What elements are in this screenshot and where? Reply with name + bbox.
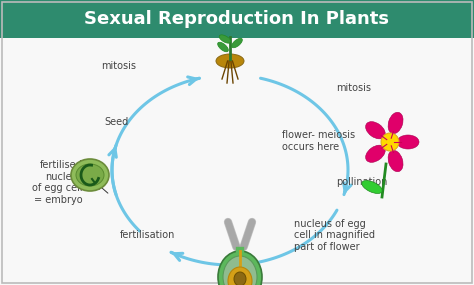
Ellipse shape — [218, 251, 262, 285]
Ellipse shape — [365, 122, 385, 139]
Text: Seed: Seed — [104, 117, 128, 127]
Ellipse shape — [76, 164, 104, 186]
Text: flower- meiosis
occurs here: flower- meiosis occurs here — [282, 130, 355, 152]
Circle shape — [381, 133, 399, 151]
Ellipse shape — [71, 159, 109, 191]
Text: fertilised
nucleus
of egg cell
= embryo: fertilised nucleus of egg cell = embryo — [32, 160, 83, 205]
Ellipse shape — [388, 150, 403, 172]
Text: fertilisation: fertilisation — [120, 230, 175, 240]
Ellipse shape — [388, 112, 403, 134]
Ellipse shape — [234, 272, 246, 285]
Ellipse shape — [228, 267, 252, 285]
Ellipse shape — [223, 256, 257, 285]
Bar — [0, 0, 474, 38]
Text: pollination: pollination — [337, 177, 388, 188]
Ellipse shape — [397, 135, 419, 149]
Ellipse shape — [362, 180, 382, 194]
Ellipse shape — [216, 54, 244, 68]
Ellipse shape — [218, 42, 228, 52]
Ellipse shape — [232, 38, 242, 48]
Text: nucleus of egg
cell in magnified
part of flower: nucleus of egg cell in magnified part of… — [294, 219, 375, 252]
Ellipse shape — [365, 145, 385, 162]
Text: mitosis: mitosis — [101, 60, 136, 71]
Text: mitosis: mitosis — [337, 83, 372, 93]
Ellipse shape — [219, 35, 231, 43]
Text: Sexual Reproduction In Plants: Sexual Reproduction In Plants — [84, 10, 390, 28]
